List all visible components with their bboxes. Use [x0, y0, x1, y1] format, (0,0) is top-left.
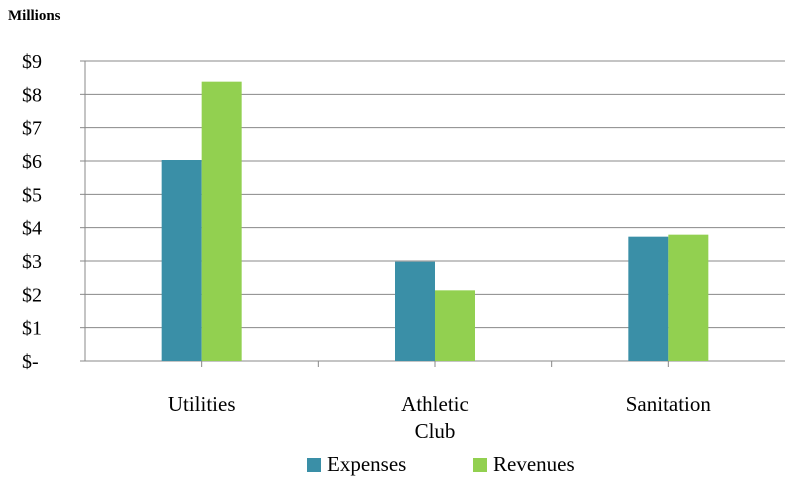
- y-tick-label: $3: [22, 251, 42, 273]
- y-tick-label: $9: [22, 51, 42, 73]
- y-tick-label: $7: [22, 118, 42, 140]
- bar-revenues: [435, 290, 475, 361]
- y-tick-label: $-: [22, 351, 39, 373]
- y-tick-label: $1: [22, 318, 42, 340]
- bar-expenses: [628, 236, 669, 361]
- legend: Expenses Revenues: [0, 452, 785, 480]
- legend-label-revenues: Revenues: [493, 452, 575, 476]
- legend-item-revenues: Revenues: [473, 452, 575, 477]
- y-tick-label: $2: [22, 284, 42, 306]
- bar-revenues: [201, 81, 242, 362]
- bar-expenses: [161, 160, 202, 361]
- x-category-label: Athletic: [401, 392, 469, 416]
- legend-label-expenses: Expenses: [327, 452, 407, 476]
- units-label: Millions: [8, 8, 61, 24]
- x-category-label: Utilities: [168, 392, 236, 416]
- x-category-label: Sanitation: [626, 392, 712, 416]
- bar-expenses: [395, 261, 435, 361]
- y-tick-label: $5: [22, 184, 42, 206]
- y-tick-label: $6: [22, 151, 42, 173]
- legend-swatch-revenues: [473, 457, 487, 472]
- legend-swatch-expenses: [307, 457, 321, 472]
- y-tick-label: $4: [22, 218, 42, 240]
- legend-item-expenses: Expenses: [307, 452, 406, 477]
- bar-revenues: [668, 234, 709, 361]
- y-tick-label: $8: [22, 84, 42, 106]
- x-category-label: Club: [415, 419, 456, 443]
